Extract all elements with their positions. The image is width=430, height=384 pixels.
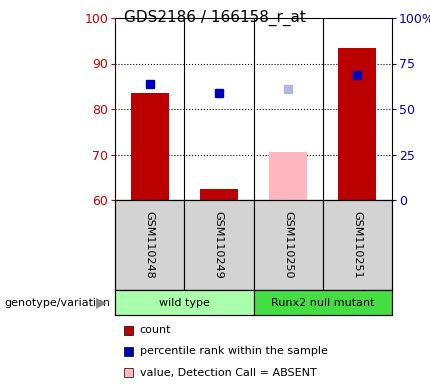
Bar xyxy=(115,200,184,290)
Text: value, Detection Call = ABSENT: value, Detection Call = ABSENT xyxy=(139,367,316,377)
Bar xyxy=(131,93,169,200)
Text: GSM110248: GSM110248 xyxy=(144,211,155,279)
Text: wild type: wild type xyxy=(159,298,210,308)
Bar xyxy=(323,200,392,290)
Bar xyxy=(184,200,254,290)
Bar xyxy=(338,48,376,200)
Bar xyxy=(115,290,254,315)
Text: GDS2186 / 166158_r_at: GDS2186 / 166158_r_at xyxy=(124,10,306,26)
Bar xyxy=(200,189,238,200)
Text: genotype/variation: genotype/variation xyxy=(4,298,111,308)
Text: percentile rank within the sample: percentile rank within the sample xyxy=(139,346,327,356)
Bar xyxy=(254,200,323,290)
Text: GSM110250: GSM110250 xyxy=(283,211,293,279)
Text: GSM110251: GSM110251 xyxy=(352,211,362,279)
Text: Runx2 null mutant: Runx2 null mutant xyxy=(271,298,375,308)
Text: count: count xyxy=(139,325,171,335)
Bar xyxy=(269,152,307,200)
Text: ▶: ▶ xyxy=(96,296,106,310)
Bar xyxy=(254,290,392,315)
Text: GSM110249: GSM110249 xyxy=(214,211,224,279)
